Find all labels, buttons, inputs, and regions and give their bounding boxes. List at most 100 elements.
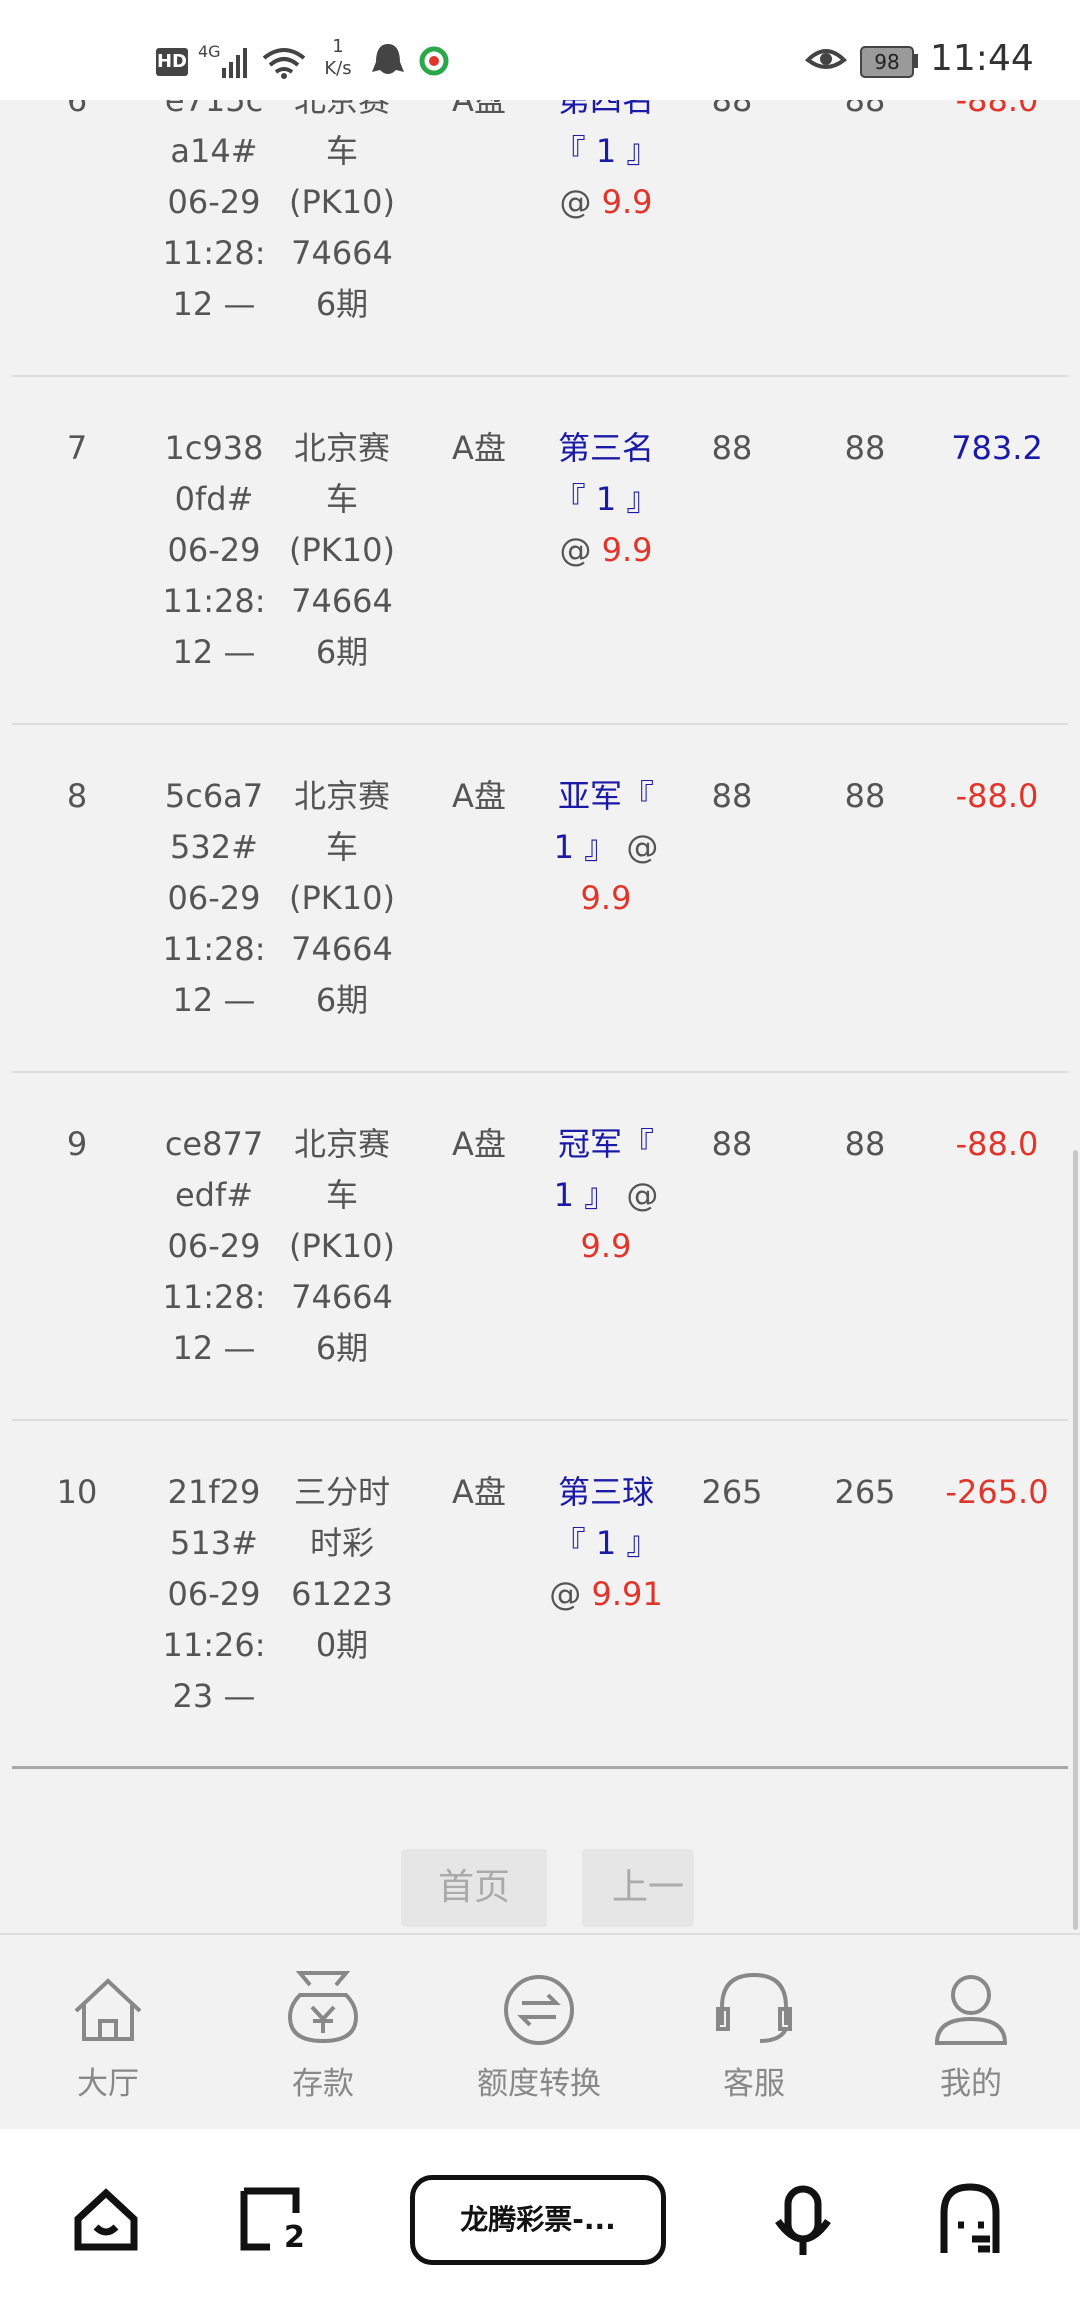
bet-label: 第三名『 1 』 bbox=[553, 429, 659, 518]
result-cell: -88.0 bbox=[955, 1125, 1039, 1163]
speed-unit: K/s bbox=[324, 58, 352, 79]
record-row: 10 A盘 265 265 21f29513# 06-29 11:26:23 — 三分时时彩… bbox=[0, 1421, 1080, 1769]
nav-label[interactable]: 客服 bbox=[723, 2066, 785, 2102]
bet-cell: 亚军『 1 』 @ 9.9 bbox=[548, 771, 664, 924]
pan-cell: A盘 bbox=[452, 1473, 506, 1511]
nav-label[interactable]: 大厅 bbox=[77, 2066, 139, 2102]
hd-icon: HD bbox=[156, 48, 188, 76]
bottom-nav: 大厅 存款 额度转换 客服 我的 bbox=[0, 1933, 1080, 2129]
valid-cell: 88 bbox=[844, 429, 886, 467]
result-cell: -265.0 bbox=[945, 1473, 1049, 1511]
nav-label[interactable]: 我的 bbox=[940, 2066, 1002, 2102]
index-cell: 10 bbox=[56, 1473, 98, 1511]
odds: 9.9 bbox=[601, 531, 653, 569]
order-cell: e715ca14# 06-29 11:28:12 — bbox=[158, 75, 270, 330]
result-cell: -88.0 bbox=[955, 777, 1039, 815]
game-name: 北京赛车 bbox=[293, 777, 390, 866]
signal-wifi-icons bbox=[222, 48, 306, 79]
order-time: 06-29 11:26:23 — bbox=[162, 1575, 266, 1715]
game-cell: 三分时时彩 612230期 bbox=[281, 1467, 403, 1671]
game-issue: (PK10) 746646期 bbox=[289, 183, 395, 323]
bet-sep: @ bbox=[559, 183, 592, 221]
scrollbar bbox=[1073, 1150, 1078, 1930]
index-cell: 8 bbox=[66, 777, 88, 815]
amount-cell: 88 bbox=[711, 777, 753, 815]
record-row: 6 A盘 88 88 e715ca14# 06-29 11:28:12 — 北京赛车 (PK1… bbox=[0, 29, 1080, 377]
odds: 9.91 bbox=[591, 1575, 663, 1613]
game-issue: 612230期 bbox=[291, 1575, 393, 1664]
order-time: 06-29 11:28:12 — bbox=[162, 879, 266, 1019]
net-speed: 1 K/s bbox=[318, 36, 358, 80]
bet-cell: 冠军『 1 』 @ 9.9 bbox=[548, 1119, 664, 1272]
result-cell: 783.2 bbox=[951, 429, 1043, 467]
app-icons bbox=[372, 44, 449, 76]
pan-cell: A盘 bbox=[452, 429, 506, 467]
bet-cell: 第三名『 1 』 @ 9.9 bbox=[548, 423, 664, 576]
bet-cell: 第三球『 1 』 @ 9.91 bbox=[548, 1467, 664, 1620]
bet-label: 第三球『 1 』 bbox=[553, 1473, 659, 1562]
amount-cell: 88 bbox=[711, 429, 753, 467]
system-icons: 2 bbox=[74, 2183, 1000, 2255]
order-cell: ce877edf# 06-29 11:28:12 — bbox=[158, 1119, 270, 1374]
system-nav: 2 龙腾彩票-... bbox=[0, 2129, 1080, 2310]
valid-cell: 88 bbox=[844, 1125, 886, 1163]
game-cell: 北京赛车 (PK10) 746646期 bbox=[281, 771, 403, 1026]
row-divider bbox=[12, 1071, 1068, 1073]
order-id: ce877edf# bbox=[164, 1125, 264, 1214]
game-issue: (PK10) 746646期 bbox=[289, 879, 395, 1019]
row-divider bbox=[12, 1766, 1068, 1769]
index-cell: 9 bbox=[66, 1125, 88, 1163]
game-cell: 北京赛车 (PK10) 746646期 bbox=[281, 75, 403, 330]
valid-cell: 265 bbox=[834, 1473, 896, 1511]
record-list: 6 A盘 88 88 e715ca14# 06-29 11:28:12 — 北京赛车 (PK1… bbox=[0, 29, 1080, 1769]
app-title-pill[interactable]: 龙腾彩票-... bbox=[410, 2175, 666, 2265]
row-divider bbox=[12, 375, 1068, 377]
bet-sep: @ bbox=[626, 828, 659, 866]
nav-label[interactable]: 额度转换 bbox=[477, 2066, 601, 2102]
odds: 9.9 bbox=[601, 183, 653, 221]
row-divider bbox=[12, 723, 1068, 725]
record-row: 9 A盘 88 88 ce877edf# 06-29 11:28:12 — 北京赛车 (PK1… bbox=[0, 1073, 1080, 1421]
record-row: 8 A盘 88 88 5c6a7532# 06-29 11:28:12 — 北京赛车 (PK1… bbox=[0, 725, 1080, 1073]
game-cell: 北京赛车 (PK10) 746646期 bbox=[281, 1119, 403, 1374]
game-issue: (PK10) 746646期 bbox=[289, 1227, 395, 1367]
order-cell: 5c6a7532# 06-29 11:28:12 — bbox=[158, 771, 270, 1026]
battery: 98 bbox=[860, 46, 914, 78]
pan-cell: A盘 bbox=[452, 1125, 506, 1163]
amount-cell: 88 bbox=[711, 1125, 753, 1163]
index-cell: 7 bbox=[66, 429, 88, 467]
valid-cell: 88 bbox=[844, 777, 886, 815]
odds: 9.9 bbox=[580, 1227, 632, 1265]
pan-cell: A盘 bbox=[452, 777, 506, 815]
clock: 11:44 bbox=[930, 38, 1034, 79]
bet-sep: @ bbox=[626, 1176, 659, 1214]
order-time: 06-29 11:28:12 — bbox=[162, 1227, 266, 1367]
order-id: 21f29513# bbox=[167, 1473, 261, 1562]
game-name: 北京赛车 bbox=[293, 1125, 390, 1214]
game-name: 北京赛车 bbox=[293, 429, 390, 518]
game-issue: (PK10) 746646期 bbox=[289, 531, 395, 671]
record-row: 7 A盘 88 88 1c9380fd# 06-29 11:28:12 — 北京赛车 (PK1… bbox=[0, 377, 1080, 725]
amount-cell: 265 bbox=[701, 1473, 763, 1511]
svg-text:2: 2 bbox=[284, 2220, 305, 2255]
game-cell: 北京赛车 (PK10) 746646期 bbox=[281, 423, 403, 678]
order-id: 5c6a7532# bbox=[164, 777, 264, 866]
bet-sep: @ bbox=[549, 1575, 582, 1613]
order-time: 06-29 11:28:12 — bbox=[162, 531, 266, 671]
order-time: 06-29 11:28:12 — bbox=[162, 183, 266, 323]
order-cell: 21f29513# 06-29 11:26:23 — bbox=[158, 1467, 270, 1722]
bet-label: 亚军『 1 』 bbox=[553, 777, 654, 866]
row-divider bbox=[12, 1419, 1068, 1421]
prev-page-button[interactable]: 上一 bbox=[582, 1849, 694, 1927]
nav-label[interactable]: 存款 bbox=[292, 2066, 354, 2102]
game-name: 三分时时彩 bbox=[293, 1473, 390, 1562]
network-type: 4G bbox=[198, 42, 221, 61]
speed-value: 1 bbox=[332, 36, 344, 57]
status-bar: HD 4G 1 K/s 98 11:44 bbox=[0, 0, 1080, 100]
order-cell: 1c9380fd# 06-29 11:28:12 — bbox=[158, 423, 270, 678]
eye-icon bbox=[804, 49, 848, 69]
first-page-button[interactable]: 首页 bbox=[401, 1849, 547, 1927]
odds: 9.9 bbox=[580, 879, 632, 917]
battery-tip bbox=[914, 54, 918, 68]
